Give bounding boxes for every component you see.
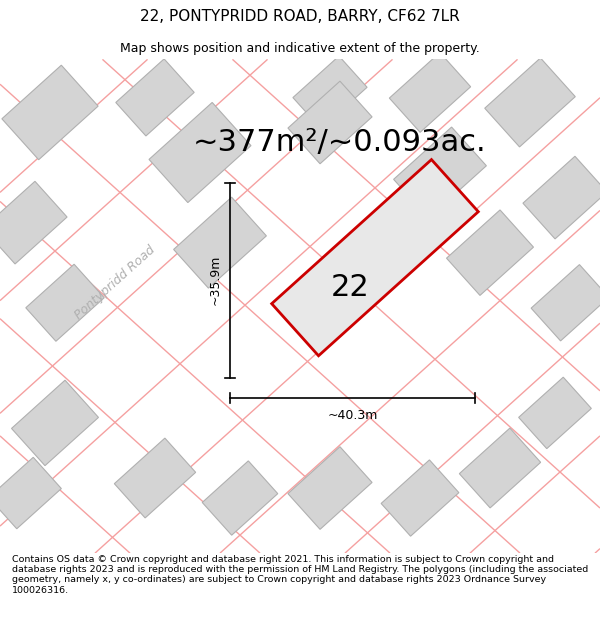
Polygon shape bbox=[115, 438, 196, 518]
Polygon shape bbox=[394, 127, 487, 218]
Polygon shape bbox=[518, 377, 592, 449]
Polygon shape bbox=[460, 428, 541, 508]
Text: ~377m²/~0.093ac.: ~377m²/~0.093ac. bbox=[193, 128, 487, 157]
Polygon shape bbox=[11, 380, 98, 466]
Text: 22, PONTYPRIDD ROAD, BARRY, CF62 7LR: 22, PONTYPRIDD ROAD, BARRY, CF62 7LR bbox=[140, 9, 460, 24]
Polygon shape bbox=[272, 159, 478, 356]
Polygon shape bbox=[523, 156, 600, 239]
Polygon shape bbox=[381, 460, 459, 536]
Polygon shape bbox=[173, 197, 266, 288]
Polygon shape bbox=[288, 447, 372, 529]
Polygon shape bbox=[446, 210, 533, 296]
Polygon shape bbox=[149, 102, 251, 202]
Polygon shape bbox=[0, 458, 61, 529]
Text: Map shows position and indicative extent of the property.: Map shows position and indicative extent… bbox=[120, 41, 480, 54]
Polygon shape bbox=[116, 59, 194, 136]
Polygon shape bbox=[2, 65, 98, 160]
Polygon shape bbox=[389, 52, 470, 132]
Polygon shape bbox=[288, 81, 372, 164]
Text: Pontypridd Road: Pontypridd Road bbox=[72, 243, 158, 322]
Text: Contains OS data © Crown copyright and database right 2021. This information is : Contains OS data © Crown copyright and d… bbox=[12, 554, 588, 595]
Text: 22: 22 bbox=[331, 273, 370, 302]
Polygon shape bbox=[293, 56, 367, 129]
Polygon shape bbox=[485, 58, 575, 147]
Text: ~40.3m: ~40.3m bbox=[328, 409, 377, 422]
Polygon shape bbox=[0, 181, 67, 264]
Polygon shape bbox=[202, 461, 278, 535]
Polygon shape bbox=[26, 264, 104, 341]
Text: ~35.9m: ~35.9m bbox=[209, 255, 221, 306]
Polygon shape bbox=[531, 264, 600, 341]
